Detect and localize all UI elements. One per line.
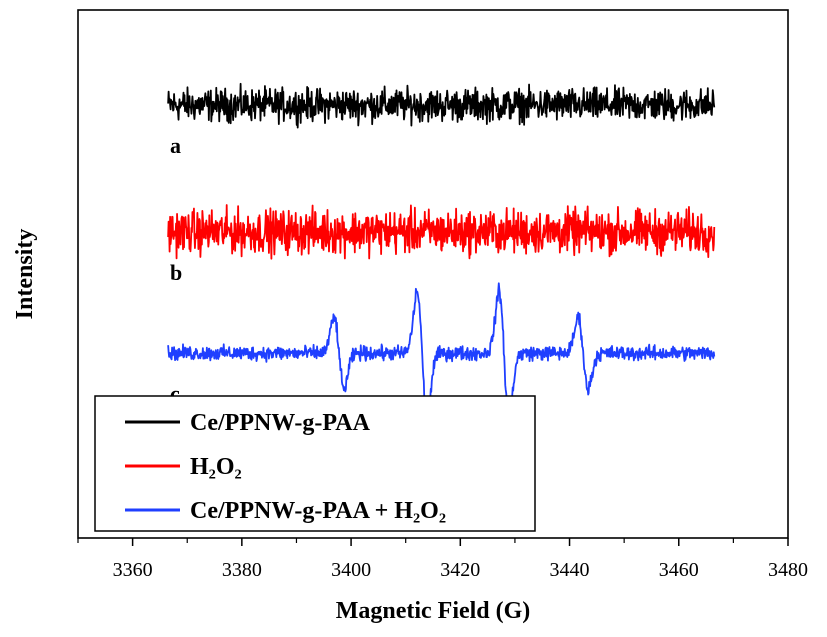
legend-entry: Ce/PPNW-g-PAA xyxy=(190,410,371,436)
x-tick-label: 3480 xyxy=(768,559,808,581)
trace-label-c: c xyxy=(170,381,180,406)
plot-frame xyxy=(77,9,789,539)
series-line-b xyxy=(167,204,716,260)
trace-label-b: b xyxy=(170,260,182,285)
x-axis-label: Magnetic Field (G) xyxy=(336,598,531,624)
x-tick-label: 3440 xyxy=(550,559,590,581)
series-line-c xyxy=(167,282,716,421)
series-line-a xyxy=(167,82,716,129)
spectrum-traces xyxy=(167,82,716,421)
legend: Ce/PPNW-g-PAA H₂O₂ Ce/PPNW-g-PAA + H₂O₂ xyxy=(94,395,536,532)
x-tick-label: 3360 xyxy=(113,559,153,581)
x-tick-label: 3380 xyxy=(222,559,262,581)
legend-entry: Ce/PPNW-g-PAA + H₂O₂ xyxy=(190,498,446,524)
x-axis-ticks: 3360 3380 3400 3420 3440 3460 3480 xyxy=(77,538,808,581)
trace-labels: a b c xyxy=(170,133,182,406)
x-tick-label: 3420 xyxy=(440,559,480,581)
x-tick-label: 3400 xyxy=(331,559,371,581)
trace-label-a: a xyxy=(170,133,181,158)
legend-entry: H₂O₂ xyxy=(190,454,242,480)
x-tick-label: 3460 xyxy=(659,559,699,581)
y-axis-label: Intensity xyxy=(12,229,38,320)
